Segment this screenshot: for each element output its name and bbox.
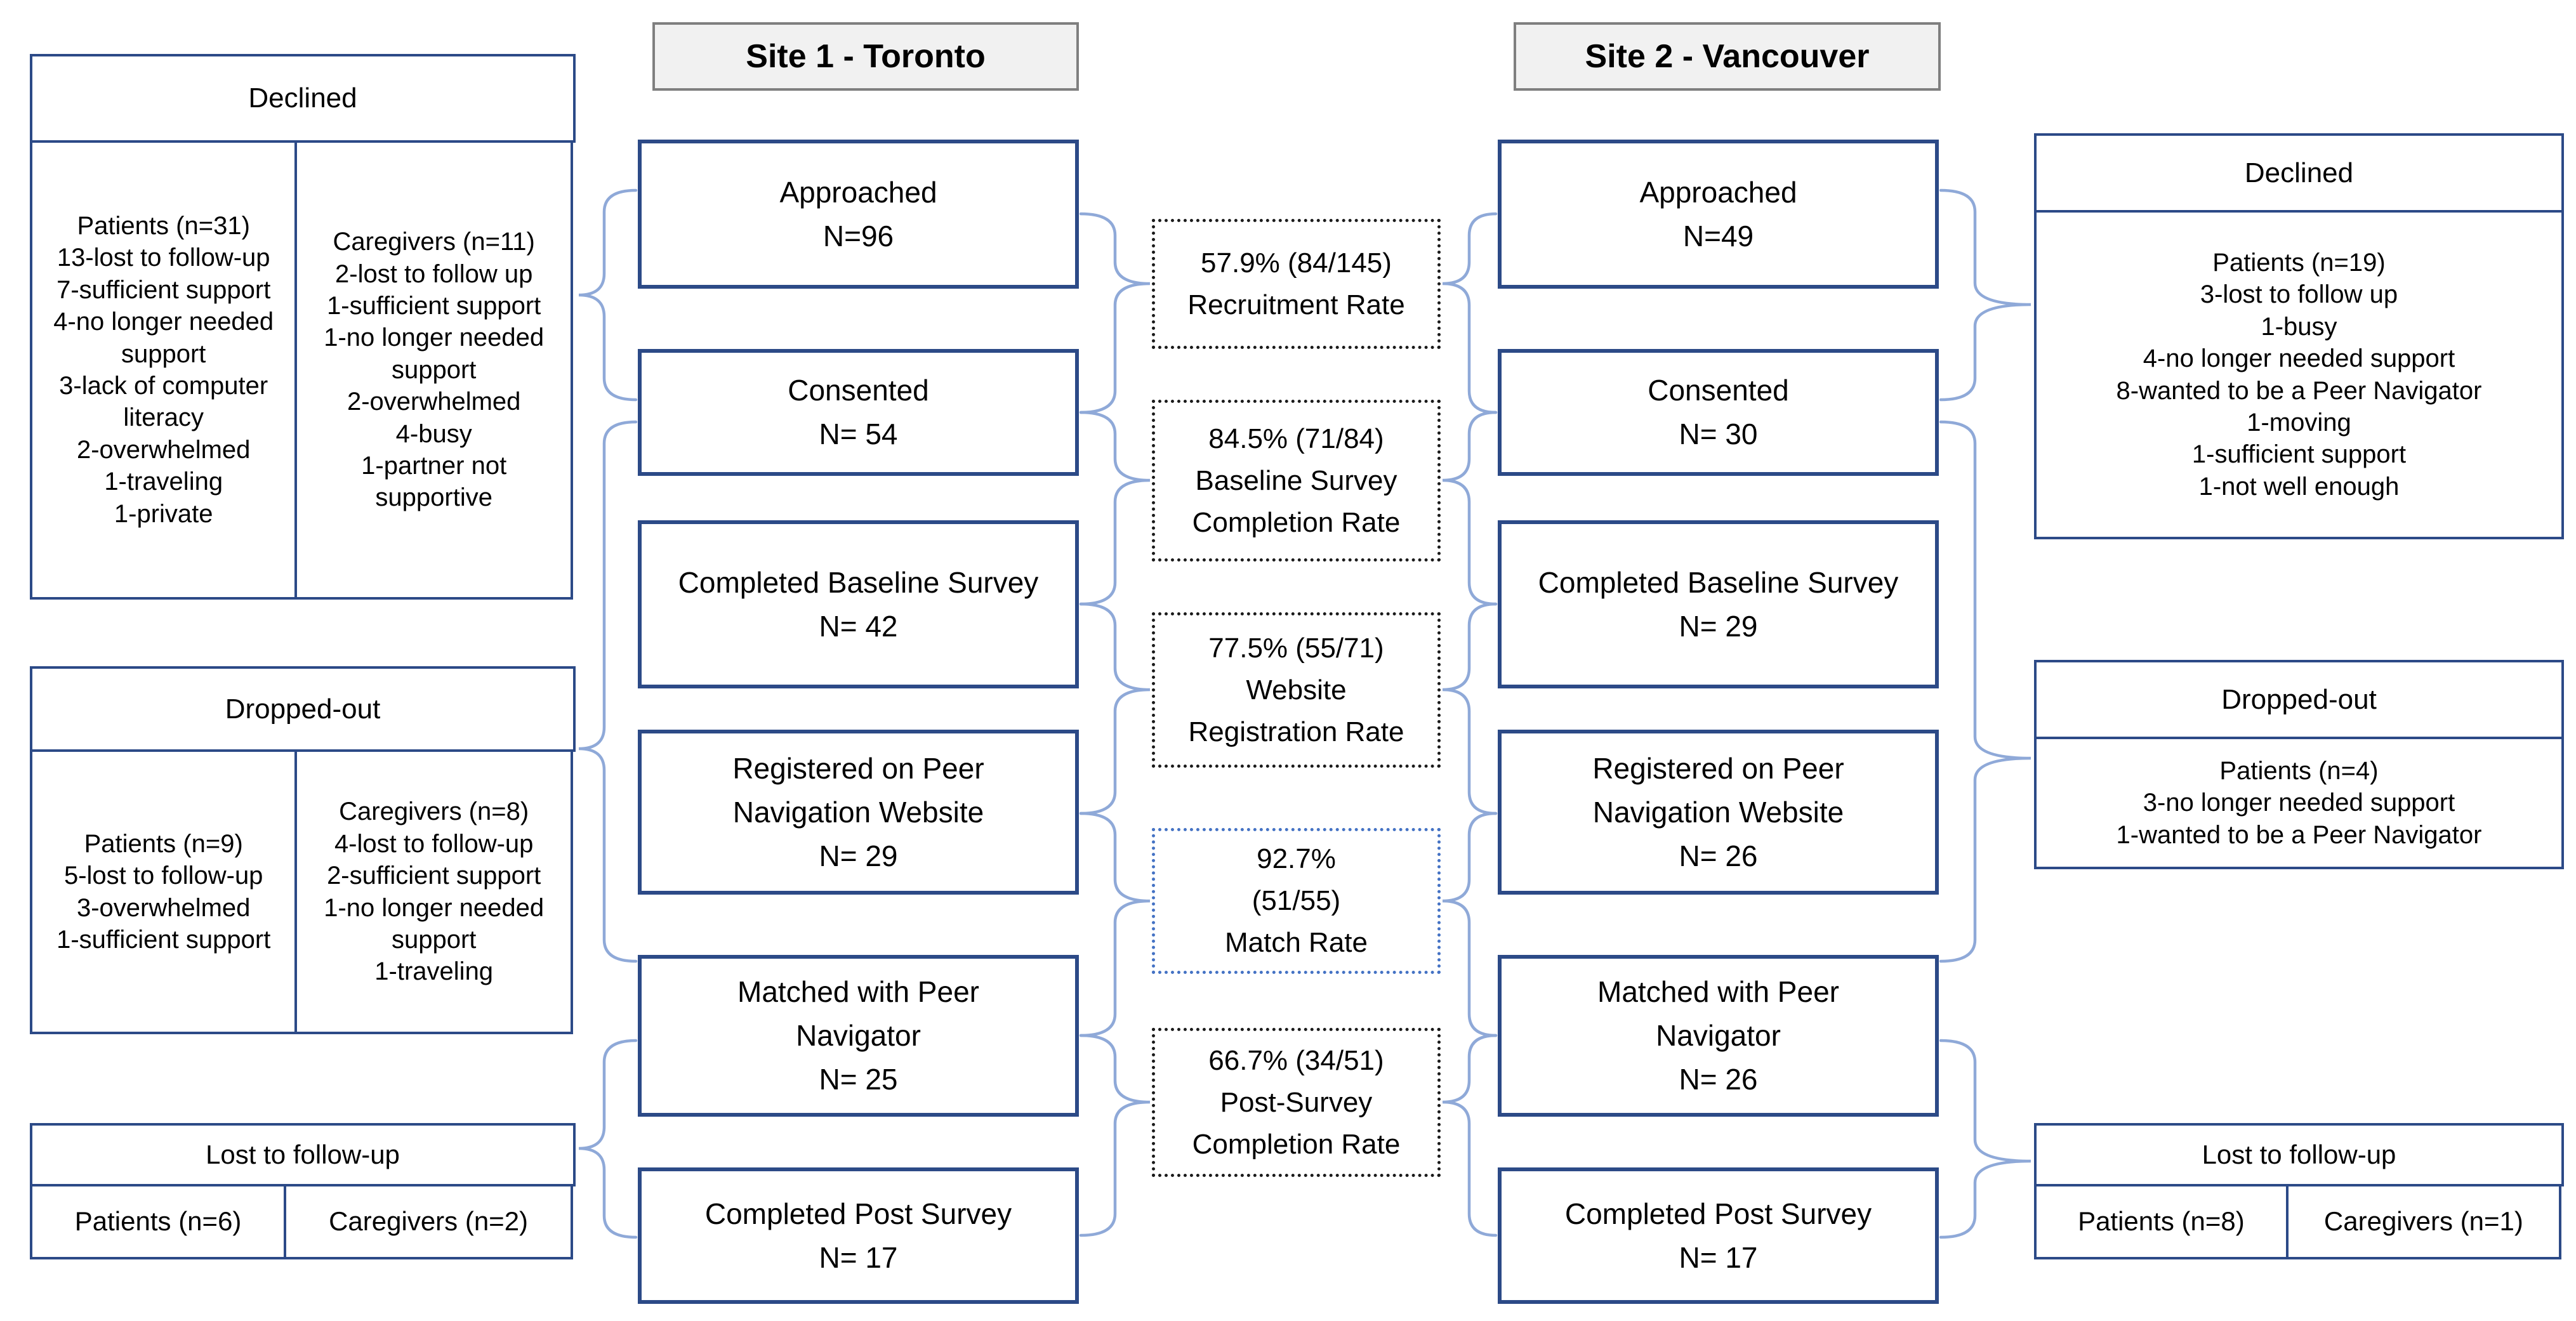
stage-vancouver-post-survey-label: Completed Post Survey N= 17 <box>1564 1197 1872 1274</box>
stage-vancouver-baseline-survey: Completed Baseline Survey N= 29 <box>1498 520 1939 688</box>
post-survey-completion-rate-label: 66.7% (34/51) Post-Survey Completion Rat… <box>1192 1044 1401 1160</box>
stage-toronto-post-survey-label: Completed Post Survey N= 17 <box>704 1197 1012 1274</box>
toronto-lost-patients-cell: Patients (n=6) <box>30 1184 287 1259</box>
brace-toronto-baseline <box>1079 411 1151 606</box>
stage-vancouver-matched-navigator-label: Matched with Peer Navigator N= 26 <box>1597 975 1839 1096</box>
vancouver-declined-title: Declined <box>2034 133 2564 213</box>
stage-toronto-baseline-survey: Completed Baseline Survey N= 42 <box>638 520 1079 688</box>
match-rate-box: 92.7% (51/55) Match Rate <box>1152 828 1441 974</box>
brace-toronto-dropped-out <box>578 420 638 963</box>
website-registration-rate-box: 77.5% (55/71) Website Registration Rate <box>1152 612 1441 768</box>
toronto-declined-title: Declined <box>30 54 576 143</box>
toronto-dropped-out-title: Dropped-out <box>30 666 576 752</box>
stage-vancouver-post-survey: Completed Post Survey N= 17 <box>1498 1167 1939 1304</box>
toronto-declined-patients-list: Patients (n=31) 13-lost to follow-up 7-s… <box>30 140 298 600</box>
toronto-dropped-out-patients-list: Patients (n=9) 5-lost to follow-up 3-ove… <box>30 749 298 1034</box>
brace-vancouver-declined <box>1939 188 2031 402</box>
toronto-lost-to-follow-up-box: Lost to follow-up Patients (n=6) Caregiv… <box>30 1123 576 1259</box>
post-survey-completion-rate-box: 66.7% (34/51) Post-Survey Completion Rat… <box>1152 1028 1441 1177</box>
site1-header: Site 1 - Toronto <box>652 22 1079 91</box>
brace-toronto-match <box>1079 812 1151 1037</box>
stage-toronto-matched-navigator: Matched with Peer Navigator N= 25 <box>638 955 1079 1117</box>
stage-toronto-approached-label: Approached N=96 <box>779 175 937 253</box>
vancouver-declined-box: Declined Patients (n=19) 3-lost to follo… <box>2034 133 2564 539</box>
brace-toronto-declined <box>578 188 638 402</box>
baseline-completion-rate-box: 84.5% (71/84) Baseline Survey Completion… <box>1152 400 1441 562</box>
stage-vancouver-approached-label: Approached N=49 <box>1639 175 1797 253</box>
stage-toronto-post-survey: Completed Post Survey N= 17 <box>638 1167 1079 1304</box>
stage-toronto-consented: Consented N= 54 <box>638 349 1079 476</box>
vancouver-dropped-out-box: Dropped-out Patients (n=4) 3-no longer n… <box>2034 660 2564 869</box>
toronto-declined-caregivers-list: Caregivers (n=11) 2-lost to follow up 1-… <box>294 140 573 600</box>
brace-vancouver-dropped-out <box>1939 420 2031 963</box>
vancouver-lost-caregivers-cell: Caregivers (n=1) <box>2285 1184 2561 1259</box>
recruitment-rate-label: 57.9% (84/145) Recruitment Rate <box>1187 247 1405 320</box>
match-rate-label: 92.7% (51/55) Match Rate <box>1225 843 1368 958</box>
toronto-lost-title: Lost to follow-up <box>30 1123 576 1186</box>
stage-vancouver-consented: Consented N= 30 <box>1498 349 1939 476</box>
brace-toronto-recruitment <box>1079 212 1151 414</box>
brace-vancouver-postsurvey <box>1442 1034 1498 1237</box>
site2-header: Site 2 - Vancouver <box>1514 22 1941 91</box>
stage-vancouver-approached: Approached N=49 <box>1498 140 1939 289</box>
toronto-dropped-out-caregivers-list: Caregivers (n=8) 4-lost to follow-up 2-s… <box>294 749 573 1034</box>
brace-toronto-website <box>1079 602 1151 815</box>
toronto-declined-box: Declined Patients (n=31) 13-lost to foll… <box>30 54 576 600</box>
vancouver-dropped-out-patients-list: Patients (n=4) 3-no longer needed suppor… <box>2034 737 2564 869</box>
toronto-dropped-out-box: Dropped-out Patients (n=9) 5-lost to fol… <box>30 666 576 1034</box>
brace-toronto-lost <box>578 1039 638 1239</box>
baseline-completion-rate-label: 84.5% (71/84) Baseline Survey Completion… <box>1192 423 1401 538</box>
brace-vancouver-lost <box>1939 1039 2031 1239</box>
stage-vancouver-registered-website: Registered on Peer Navigation Website N=… <box>1498 730 1939 895</box>
website-registration-rate-label: 77.5% (55/71) Website Registration Rate <box>1188 632 1404 747</box>
vancouver-lost-patients-cell: Patients (n=8) <box>2034 1184 2289 1259</box>
stage-vancouver-matched-navigator: Matched with Peer Navigator N= 26 <box>1498 955 1939 1117</box>
stage-toronto-consented-label: Consented N= 54 <box>788 374 929 450</box>
stage-toronto-registered-website: Registered on Peer Navigation Website N=… <box>638 730 1079 895</box>
vancouver-declined-patients-list: Patients (n=19) 3-lost to follow up 1-bu… <box>2034 210 2564 539</box>
brace-vancouver-baseline <box>1442 411 1498 606</box>
stage-toronto-approached: Approached N=96 <box>638 140 1079 289</box>
stage-vancouver-consented-label: Consented N= 30 <box>1648 374 1789 450</box>
brace-toronto-postsurvey <box>1079 1034 1151 1237</box>
stage-toronto-baseline-survey-label: Completed Baseline Survey N= 42 <box>678 565 1039 643</box>
vancouver-dropped-out-title: Dropped-out <box>2034 660 2564 739</box>
brace-vancouver-recruitment <box>1442 212 1498 414</box>
stage-vancouver-baseline-survey-label: Completed Baseline Survey N= 29 <box>1538 565 1899 643</box>
stage-vancouver-registered-website-label: Registered on Peer Navigation Website N=… <box>1592 751 1844 872</box>
brace-vancouver-match <box>1442 812 1498 1037</box>
recruitment-rate-box: 57.9% (84/145) Recruitment Rate <box>1152 219 1441 349</box>
vancouver-lost-title: Lost to follow-up <box>2034 1123 2564 1186</box>
vancouver-lost-to-follow-up-box: Lost to follow-up Patients (n=8) Caregiv… <box>2034 1123 2564 1259</box>
toronto-lost-caregivers-cell: Caregivers (n=2) <box>284 1184 573 1259</box>
brace-vancouver-website <box>1442 602 1498 815</box>
stage-toronto-registered-website-label: Registered on Peer Navigation Website N=… <box>732 751 984 872</box>
stage-toronto-matched-navigator-label: Matched with Peer Navigator N= 25 <box>737 975 979 1096</box>
